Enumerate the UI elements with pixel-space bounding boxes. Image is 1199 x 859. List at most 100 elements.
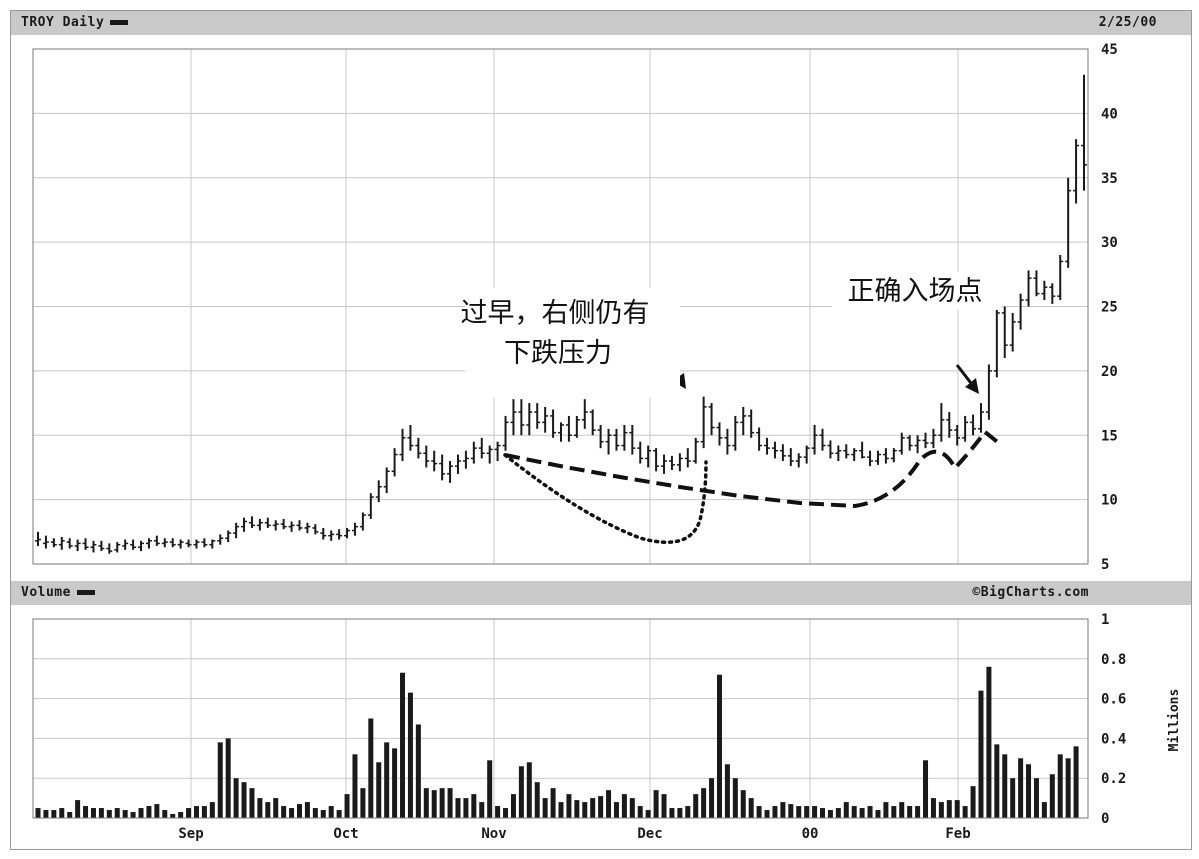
price-bar [359, 512, 366, 531]
price-bar [288, 521, 295, 532]
price-bar [233, 522, 240, 539]
price-bar [486, 445, 493, 464]
price-bar [494, 441, 501, 461]
volume-bar [590, 798, 596, 818]
volume-bar [479, 802, 485, 818]
volume-bar [241, 782, 247, 818]
price-bar [193, 539, 200, 549]
volume-bar [780, 802, 786, 818]
price-bar [756, 427, 763, 451]
price-bar [130, 539, 137, 550]
price-bar [328, 530, 335, 541]
price-bar [367, 493, 374, 519]
volume-bar [550, 788, 556, 818]
volume-bar [1041, 802, 1047, 818]
volume-bar [938, 802, 944, 818]
legend-dash-icon [110, 20, 129, 25]
price-bar [930, 428, 937, 449]
price-bar [581, 399, 588, 429]
price-bar [399, 428, 406, 461]
arrow-icon [955, 364, 979, 394]
annotation-early-line2: 下跌压力 [504, 338, 612, 369]
price-bar [90, 540, 97, 553]
price-bar [653, 448, 660, 472]
volume-bar [820, 808, 825, 818]
volume-bar [320, 810, 326, 818]
volume-bar [645, 810, 651, 818]
volume-bar [764, 810, 770, 818]
price-bar [962, 415, 969, 442]
price-bar [851, 448, 858, 461]
volume-bar [83, 806, 89, 818]
volume-bar [225, 738, 231, 818]
price-bar [922, 432, 929, 449]
price-bar [185, 539, 192, 548]
cup-dashed-curve [504, 429, 1002, 509]
price-tick-label: 30 [1101, 235, 1118, 251]
volume-bar [518, 766, 524, 818]
price-bar [597, 424, 604, 449]
volume-tick-label: 0.2 [1101, 771, 1126, 787]
volume-bar [471, 794, 477, 818]
price-bar [906, 435, 913, 451]
volume-bar [772, 806, 778, 818]
price-bar [985, 364, 992, 420]
price-tick-label: 15 [1101, 428, 1118, 444]
price-bar [803, 445, 810, 464]
volume-bar [130, 812, 136, 818]
price-tick-label: 25 [1101, 300, 1118, 316]
price-tick-label: 45 [1101, 42, 1118, 58]
volume-bar [1026, 764, 1032, 818]
price-bar [248, 516, 255, 528]
price-bar [716, 422, 723, 446]
price-bar [946, 412, 953, 438]
volume-bar [170, 814, 176, 818]
price-bar [320, 527, 327, 540]
volume-bar [558, 802, 564, 818]
volume-bar [146, 806, 152, 818]
price-bar [613, 428, 620, 451]
price-bar [391, 448, 398, 477]
volume-bar [122, 810, 128, 818]
price-bar [415, 437, 422, 459]
volume-bar [661, 794, 667, 818]
price-bar [859, 441, 866, 459]
volume-bar [669, 808, 675, 818]
volume-bar [986, 666, 992, 818]
volume-bar [978, 690, 984, 818]
volume-bar [851, 806, 857, 818]
volume-tick-label: 0.4 [1101, 731, 1126, 747]
price-bar [74, 539, 81, 552]
volume-bar [566, 794, 572, 818]
volume-bar [843, 802, 849, 818]
volume-bar [162, 810, 168, 818]
volume-bar [1065, 758, 1071, 818]
volume-bar [328, 806, 334, 818]
price-bar [225, 530, 232, 543]
volume-bar [653, 790, 659, 818]
x-tick-label: Nov [481, 826, 506, 842]
volume-bar [35, 808, 41, 818]
price-bar [787, 448, 794, 467]
volume-tick-label: 0.6 [1101, 692, 1126, 708]
price-bar [447, 461, 454, 483]
price-bar [629, 424, 636, 455]
volume-bar [867, 806, 873, 818]
volume-bar [685, 806, 691, 818]
price-bar [153, 535, 160, 546]
volume-bar [75, 800, 81, 818]
price-bar [740, 406, 747, 436]
price-bar [708, 403, 715, 436]
volume-bar [400, 672, 406, 818]
volume-bar [740, 790, 746, 818]
price-bar [145, 538, 152, 549]
price-bar [843, 444, 850, 459]
volume-bar [352, 754, 358, 818]
volume-bar [138, 808, 144, 818]
x-tick-label: Dec [637, 826, 662, 842]
volume-plot-border [32, 618, 1089, 819]
price-bar [970, 414, 977, 436]
volume-bar [994, 744, 1000, 818]
price-bar [938, 403, 945, 442]
